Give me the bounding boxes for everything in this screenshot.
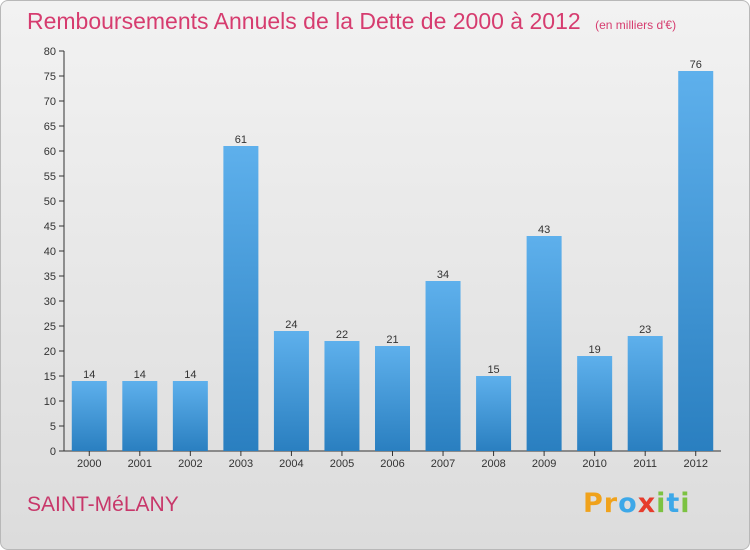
x-tick-label: 2001 xyxy=(128,458,152,470)
y-tick-label: 45 xyxy=(44,221,56,233)
x-tick-label: 2010 xyxy=(582,458,606,470)
y-tick-label: 50 xyxy=(44,196,56,208)
bar xyxy=(172,381,208,451)
bar xyxy=(526,236,562,451)
bar xyxy=(375,346,410,451)
data-label: 34 xyxy=(437,269,449,281)
town-name: SAINT-MéLANY xyxy=(27,493,179,516)
data-label: 14 xyxy=(134,369,146,381)
bar xyxy=(425,281,461,451)
data-label: 14 xyxy=(83,369,95,381)
x-tick-label: 2012 xyxy=(683,458,707,470)
x-tick-label: 2011 xyxy=(633,458,657,470)
x-tick-label: 2005 xyxy=(330,458,354,470)
y-tick-label: 55 xyxy=(44,171,56,183)
logo-letter: t xyxy=(666,488,681,519)
logo-letter: o xyxy=(618,488,638,519)
x-tick-label: 2002 xyxy=(178,458,202,470)
y-tick-label: 25 xyxy=(44,321,56,333)
y-tick-label: 0 xyxy=(50,446,56,458)
y-tick-label: 65 xyxy=(44,121,56,133)
y-tick-label: 40 xyxy=(44,246,56,258)
data-label: 23 xyxy=(639,324,651,336)
bar xyxy=(577,356,613,451)
y-tick-label: 30 xyxy=(44,296,56,308)
data-label: 43 xyxy=(538,224,550,236)
y-tick-label: 15 xyxy=(44,371,56,383)
x-tick-label: 2009 xyxy=(532,458,556,470)
data-label: 76 xyxy=(690,59,702,71)
bar xyxy=(273,331,309,451)
x-tick-label: 2000 xyxy=(77,458,101,470)
logo-letter: i xyxy=(656,488,667,519)
x-tick-label: 2004 xyxy=(279,458,303,470)
bar xyxy=(122,381,158,451)
logo-letter: x xyxy=(637,488,657,519)
x-tick-label: 2006 xyxy=(380,458,404,470)
data-label: 19 xyxy=(589,344,601,356)
y-tick-label: 35 xyxy=(44,271,56,283)
data-label: 22 xyxy=(336,329,348,341)
bar xyxy=(324,341,360,451)
y-tick-label: 10 xyxy=(44,396,56,408)
bar xyxy=(627,336,663,451)
title-block: Remboursements Annuels de la Dette de 20… xyxy=(27,8,676,35)
y-tick-label: 70 xyxy=(44,96,56,108)
data-label: 21 xyxy=(386,334,398,346)
bar xyxy=(476,376,512,451)
y-tick-label: 20 xyxy=(44,346,56,358)
bar xyxy=(223,146,259,451)
data-label: 14 xyxy=(184,369,196,381)
bar xyxy=(678,71,714,451)
x-tick-label: 2007 xyxy=(431,458,455,470)
y-tick-label: 5 xyxy=(50,421,56,433)
data-label: 61 xyxy=(235,134,247,146)
x-tick-label: 2008 xyxy=(481,458,505,470)
logo-letter: P xyxy=(583,488,604,519)
bar xyxy=(71,381,107,451)
y-tick-label: 80 xyxy=(44,46,56,58)
data-label: 15 xyxy=(487,364,499,376)
chart-subtitle: (en milliers d'€) xyxy=(595,18,677,32)
chart-title: Remboursements Annuels de la Dette de 20… xyxy=(27,8,581,34)
x-tick-label: 2003 xyxy=(229,458,253,470)
proxiti-logo: Proxiti xyxy=(583,488,691,519)
y-tick-label: 75 xyxy=(44,71,56,83)
data-label: 24 xyxy=(285,319,297,331)
y-tick-label: 60 xyxy=(44,146,56,158)
logo-letter: i xyxy=(680,488,691,519)
logo-letter: r xyxy=(603,488,619,519)
